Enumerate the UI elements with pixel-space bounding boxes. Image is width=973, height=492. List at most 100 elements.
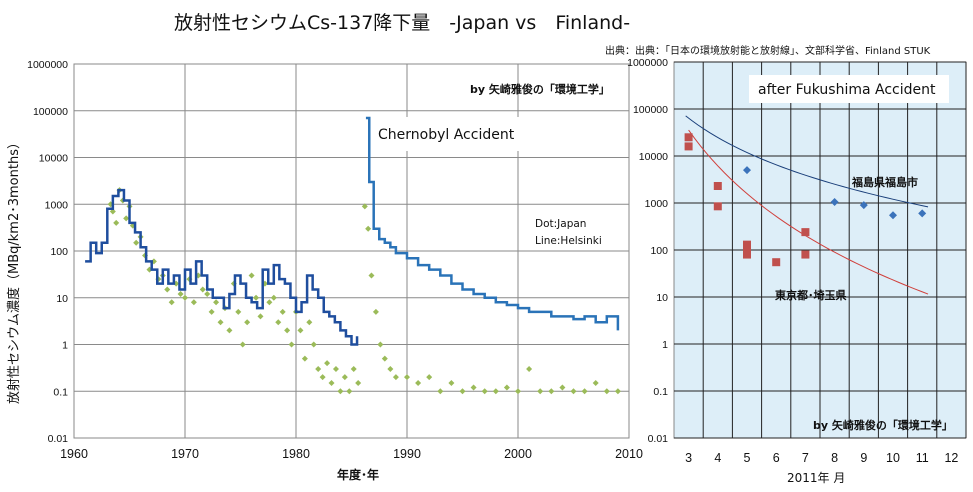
left-x-tick-label: 1980 [282,447,310,461]
japan-dot [328,380,335,387]
right-y-tick-label: 100 [650,245,668,257]
japan-dot [437,388,444,395]
japan-dot [350,365,357,372]
right-x-tick-label: 12 [944,451,958,465]
japan-dot [319,374,326,381]
japan-dot [284,327,291,334]
japan-dot [381,355,388,362]
left-y-tick-label: 1000000 [27,59,68,71]
japan-dot [113,219,120,226]
fukushima-point [743,166,751,175]
right-x-tick-label: 4 [714,451,721,465]
legend-note-helsinki: Line:Helsinki [535,235,602,247]
tokyo-point [743,246,751,254]
left-x-tick-label: 1970 [171,447,199,461]
japan-dot [387,365,394,372]
japan-dot [372,308,379,315]
chernobyl-annotation: Chernobyl Accident [378,127,515,143]
tokyo-point [743,250,751,259]
japan-dot [315,365,322,372]
japan-dot [306,319,313,326]
right-y-tick-label: 1000000 [627,57,668,69]
japan-dot [592,380,599,387]
right-x-tick-label: 8 [831,451,838,465]
left-y-tick-label: 0.01 [48,433,69,445]
japan-dot [515,388,521,395]
left-x-tick-label: 1960 [60,447,88,461]
right-gridlines [674,61,967,439]
left-y-tick-label: 10 [56,293,68,305]
fukushima-trend-curve [685,115,929,208]
tokyo-trend-curve [688,129,929,295]
right-x-tick-label: 3 [685,451,692,465]
japan-dot [235,308,242,315]
tokyo-point [713,181,722,190]
japan-dot [213,299,220,306]
japan-dot [492,388,499,395]
tokyo-point [801,228,810,237]
japan-dot [603,388,610,395]
tokyo-point [743,240,751,249]
helsinki-line-late [365,116,620,331]
left-y-tick-label: 1 [62,340,68,352]
right-x-tick-label: 10 [886,451,900,465]
tokyo-point [772,258,781,267]
right-y-tick-label: 10 [656,292,668,304]
japan-dot [581,388,588,395]
japan-dot [204,291,211,298]
japan-dot [266,299,273,306]
japan-dot [459,388,466,395]
tokyo-point [684,142,693,151]
japan-dot [355,380,362,387]
japan-dot [337,388,344,395]
legend-note-japan: Dot:Japan [535,218,586,230]
left-y-tick-labels: 0.01 0.1 1 10 100 1000 10000 100000 1000000 [27,59,68,445]
right-x-tick-label: 11 [916,451,929,465]
japan-dot [279,308,286,315]
right-chart-title: after Fukushima Accident [758,82,936,98]
left-y-tick-label: 1000 [45,199,69,211]
left-x-tick-label: 2010 [615,447,643,461]
japan-dot [164,286,171,293]
left-chart: 0.01 0.1 1 10 100 1000 10000 100000 1000000 1960… [6,59,643,482]
japan-dot [248,272,255,279]
left-gridlines [73,63,630,439]
chart-title: 放射性セシウムCs-137降下量 -Japan vs Finland- [174,12,631,34]
helsinki-line [85,116,620,346]
japan-dot [310,341,317,348]
right-y-tick-label: 0.01 [648,433,669,445]
japan-dot [448,380,455,387]
japan-dot [503,384,510,391]
fukushima-tokyo-points [684,133,927,267]
japan-dot [199,286,206,293]
right-y-tick-label: 100000 [633,104,668,116]
japan-dot [404,374,410,381]
japan-dot [559,384,566,391]
japan-dot [526,365,533,372]
japan-dot [415,380,422,387]
annotation-bg [371,117,551,151]
trend-curves [685,115,929,295]
left-credit: by 矢崎雅俊の「環境工学」 [470,82,610,96]
japan-dot [297,327,304,334]
tokyo-point [801,250,810,259]
left-y-tick-label: 100000 [33,106,68,118]
japan-dot [133,239,140,246]
japan-dot [341,374,348,381]
japan-dot [332,365,339,372]
japan-dot [346,388,353,395]
right-y-tick-label: 10000 [639,151,668,163]
right-x-tick-labels: 3 4 5 6 7 8 9 10 11 12 [685,451,958,465]
japan-dot [190,299,197,306]
right-y-tick-label: 1000 [645,198,669,210]
japan-dot [324,360,331,367]
japan-dot [244,319,251,326]
tokyo-label: 東京都･埼玉県 [775,288,847,302]
japan-dot [365,225,372,232]
fukushima-point [859,201,868,210]
source-note: 出典：出典：「日本の環境放射能と放射線」、文部科学省、Finland STUK [605,46,931,57]
right-credit: by 矢崎雅俊の「環境工学」 [813,418,953,432]
right-chart: 0.01 0.1 1 10 100 1000 10000 100000 1000000 3 4 5 6… [627,57,967,485]
left-y-axis-label: 放射性セシウム濃度（MBq/km2･3months） [6,136,22,404]
